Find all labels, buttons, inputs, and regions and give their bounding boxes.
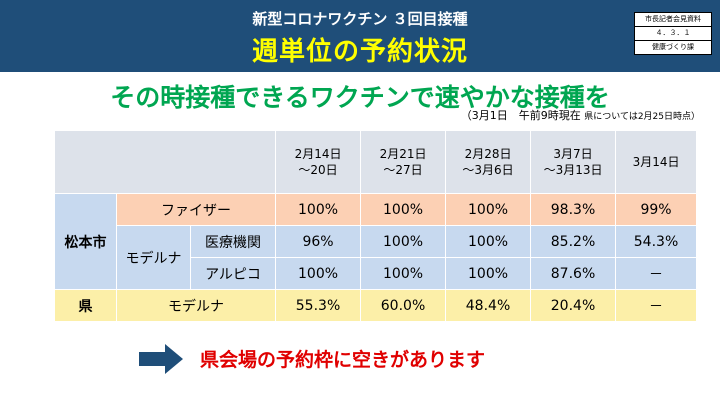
table-cell: － (615, 289, 698, 322)
table-cell: 96% (275, 225, 362, 258)
header-blank-cell (53, 130, 277, 194)
week-end: ～20日 (298, 163, 338, 177)
week-start: 3月14日 (632, 155, 680, 169)
venue-label: アルピコ (189, 257, 277, 290)
header-title: 週単位の予約状況 (251, 37, 468, 67)
callout-row: 県会場の予約枠に空きがあります (0, 340, 720, 380)
table-cell: 85.2% (530, 225, 617, 258)
table-row-alpico: アルピコ 100% 100% 100% 87.6% － (55, 257, 698, 290)
table-cell: 100% (445, 225, 532, 258)
week-start: 2月21日 (379, 147, 427, 161)
table-cell: 54.3% (615, 225, 698, 258)
tagline: その時接種できるワクチンで速やかな接種を (110, 83, 610, 112)
table-cell: － (615, 257, 698, 290)
week-start: 2月14日 (294, 147, 342, 161)
doc-ref-line: ４．３．１ (635, 27, 711, 41)
table-row-pfizer: 松本市 ファイザー 100% 100% 100% 98.3% 99% (54, 193, 698, 290)
document-reference-box: 市長記者会見資料 ４．３．１ 健康づくり課 (634, 12, 712, 55)
venue-label: 医療機関 (189, 225, 277, 258)
week-start: 2月28日 (464, 147, 512, 161)
week-header: 3月14日 (615, 130, 698, 194)
table-cell: 100% (360, 193, 447, 226)
table-cell: 100% (360, 257, 447, 290)
timestamp-note: （3月1日 午前9時現在 県については2月25日時点） (461, 107, 700, 123)
table-row-prefecture: 県 モデルナ 55.3% 60.0% 48.4% 20.4% － (54, 289, 698, 322)
doc-ref-line: 市長記者会見資料 (635, 13, 711, 27)
vaccine-label: ファイザー (115, 193, 277, 226)
week-end: ～27日 (383, 163, 423, 177)
table-cell: 20.4% (530, 289, 617, 322)
week-header: 2月14日 ～20日 (275, 130, 362, 194)
week-end: ～3月6日 (462, 163, 514, 177)
table-cell: 100% (445, 257, 532, 290)
prefecture-label: 県 (54, 289, 117, 322)
table-row-medical: モデルナ 医療機関 96% 100% 100% 85.2% 54.3% (55, 225, 698, 290)
table-cell: 60.0% (360, 289, 447, 322)
table-cell: 100% (360, 225, 447, 258)
week-header: 3月7日 ～3月13日 (530, 130, 617, 194)
table-cell: 87.6% (530, 257, 617, 290)
table-cell: 48.4% (445, 289, 532, 322)
table-cell: 99% (615, 193, 698, 226)
week-header: 2月28日 ～3月6日 (445, 130, 532, 194)
table-header-row: 2月14日 ～20日 2月21日 ～27日 2月28日 ～3月6日 3月7日 ～3月13… (53, 130, 698, 194)
doc-ref-line: 健康づくり課 (652, 43, 694, 51)
table-cell: 55.3% (275, 289, 362, 322)
reservation-table: 2月14日 ～20日 2月21日 ～27日 2月28日 ～3月6日 3月7日 ～3月13… (53, 130, 698, 322)
right-arrow-icon (139, 344, 183, 374)
week-end: ～3月13日 (543, 163, 603, 177)
week-start: 3月7日 (553, 147, 593, 161)
callout-text: 県会場の予約枠に空きがあります (200, 349, 486, 371)
vaccine-label: モデルナ (115, 289, 277, 322)
table-cell: 98.3% (530, 193, 617, 226)
timestamp-small: 県については2月25日時点） (584, 112, 700, 122)
header-banner: 新型コロナワクチン ３回目接種 週単位の予約状況 市長記者会見資料 ４．３．１ … (0, 0, 720, 72)
table-cell: 100% (445, 193, 532, 226)
vaccine-label: モデルナ (116, 225, 191, 290)
table-cell: 100% (275, 257, 362, 290)
city-label: 松本市 (54, 193, 117, 290)
timestamp-main: （3月1日 午前9時現在 (460, 109, 581, 122)
header-subtitle: 新型コロナワクチン ３回目接種 (252, 10, 468, 28)
week-header: 2月21日 ～27日 (360, 130, 447, 194)
table-cell: 100% (275, 193, 362, 226)
